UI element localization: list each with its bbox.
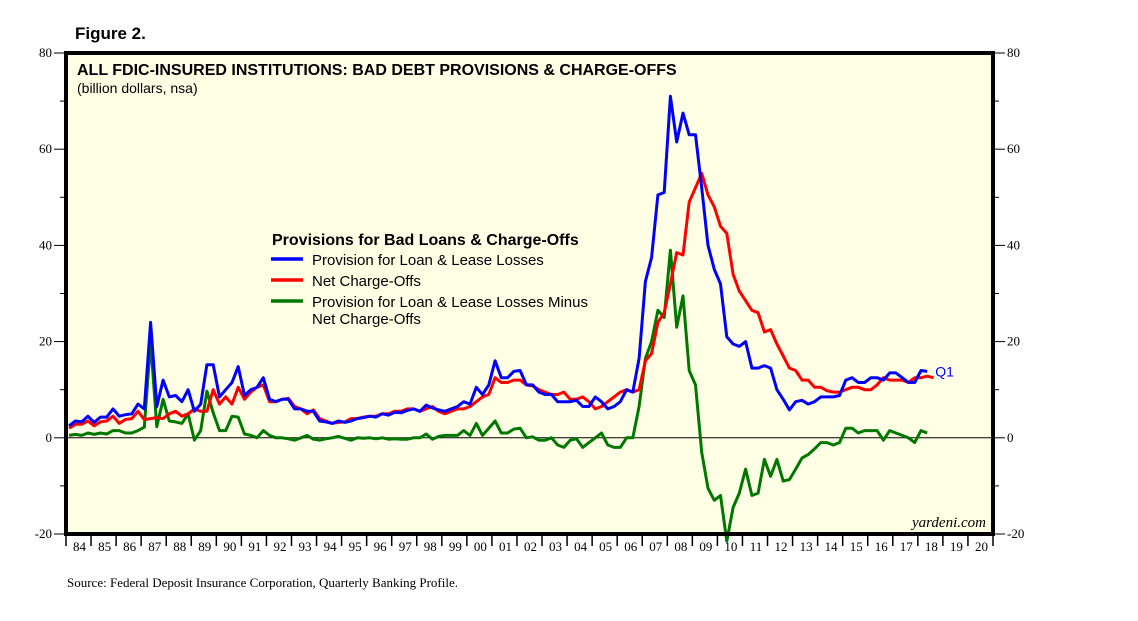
x-tick-label: 18 bbox=[925, 539, 938, 554]
x-tick-label: 90 bbox=[223, 539, 236, 554]
x-tick-label: 01 bbox=[499, 539, 512, 554]
x-tick-label: 06 bbox=[624, 539, 638, 554]
x-tick-label: 03 bbox=[549, 539, 562, 554]
x-tick-label: 87 bbox=[148, 539, 162, 554]
legend: Provisions for Bad Loans & Charge-Offs P… bbox=[271, 232, 592, 328]
x-tick-label: 08 bbox=[674, 539, 687, 554]
plot-border bbox=[64, 51, 995, 536]
y-axis-left: -20 0 20 40 60 80 bbox=[35, 45, 66, 541]
y-tick-label-left: -20 bbox=[35, 526, 52, 541]
series-lines bbox=[68, 94, 934, 543]
x-tick-label: 07 bbox=[649, 539, 663, 554]
watermark: yardeni.com bbox=[910, 515, 986, 531]
x-tick-label: 16 bbox=[875, 539, 889, 554]
y-tick-label-right: 80 bbox=[1007, 45, 1020, 60]
plot-background bbox=[66, 53, 993, 534]
x-tick-label: 00 bbox=[474, 539, 487, 554]
y-tick-label-left: 0 bbox=[46, 430, 53, 445]
x-axis: 84 85 86 87 88 89 90 91 92 93 94 95 96 97 98 99 00 01 02 03… bbox=[65, 534, 994, 554]
net-charge-offs-line bbox=[68, 171, 934, 430]
legend-label-provision: Provision for Loan & Lease Losses bbox=[312, 252, 544, 269]
x-tick-label: 17 bbox=[900, 539, 914, 554]
x-tick-label: 92 bbox=[273, 539, 286, 554]
x-tick-label: 15 bbox=[850, 539, 863, 554]
y-tick-label-right: 40 bbox=[1007, 237, 1020, 252]
y-tick-label-right: 60 bbox=[1007, 141, 1020, 156]
x-tick-label: 05 bbox=[599, 539, 612, 554]
y-tick-label-left: 20 bbox=[39, 334, 52, 349]
difference-line bbox=[68, 94, 928, 427]
last-quarter-label: Q1 bbox=[935, 363, 954, 379]
y-tick-label-right: 20 bbox=[1007, 334, 1020, 349]
legend-label-net-charge-offs: Net Charge-Offs bbox=[312, 273, 421, 290]
x-tick-label: 94 bbox=[324, 539, 338, 554]
chart-subtitle: (billion dollars, nsa) bbox=[77, 80, 198, 96]
x-tick-label: 04 bbox=[574, 539, 588, 554]
x-tick-label: 96 bbox=[374, 539, 388, 554]
y-tick-label-left: 80 bbox=[39, 45, 52, 60]
x-tick-label: 88 bbox=[173, 539, 186, 554]
x-tick-label: 95 bbox=[349, 539, 362, 554]
legend-label-difference: Provision for Loan & Lease Losses Minus … bbox=[312, 294, 592, 328]
x-tick-label: 85 bbox=[98, 539, 111, 554]
y-tick-label-left: 60 bbox=[39, 141, 52, 156]
source-note: Source: Federal Deposit Insurance Corpor… bbox=[67, 575, 458, 590]
x-tick-label: 99 bbox=[449, 539, 462, 554]
x-tick-label: 97 bbox=[399, 539, 413, 554]
figure-label: Figure 2. bbox=[75, 24, 146, 43]
y-tick-label-left: 40 bbox=[39, 237, 52, 252]
legend-label-difference-line2: Net Charge-Offs bbox=[312, 311, 421, 328]
y-tick-label-right: 0 bbox=[1007, 430, 1014, 445]
y-axis-right: -20 0 20 40 60 80 bbox=[993, 45, 1024, 541]
x-tick-label: 84 bbox=[73, 539, 87, 554]
x-tick-label: 12 bbox=[775, 539, 788, 554]
x-tick-label: 19 bbox=[950, 539, 963, 554]
y-tick-label-right: -20 bbox=[1007, 526, 1024, 541]
x-tick-label: 98 bbox=[424, 539, 437, 554]
x-tick-label: 13 bbox=[800, 539, 813, 554]
x-tick-label: 14 bbox=[825, 539, 839, 554]
x-tick-label: 89 bbox=[198, 539, 211, 554]
x-tick-label: 91 bbox=[248, 539, 261, 554]
legend-label-difference-line1: Provision for Loan & Lease Losses Minus bbox=[312, 294, 588, 311]
x-tick-label: 09 bbox=[699, 539, 712, 554]
x-tick-label: 93 bbox=[299, 539, 312, 554]
x-tick-label: 20 bbox=[975, 539, 988, 554]
x-tick-label: 02 bbox=[524, 539, 537, 554]
x-tick-label: 10 bbox=[724, 539, 737, 554]
provision-line bbox=[68, 248, 928, 543]
legend-title: Provisions for Bad Loans & Charge-Offs bbox=[272, 232, 579, 249]
x-tick-label: 86 bbox=[123, 539, 137, 554]
chart-title: ALL FDIC-INSURED INSTITUTIONS: BAD DEBT … bbox=[77, 62, 677, 79]
x-tick-label: 11 bbox=[750, 539, 763, 554]
